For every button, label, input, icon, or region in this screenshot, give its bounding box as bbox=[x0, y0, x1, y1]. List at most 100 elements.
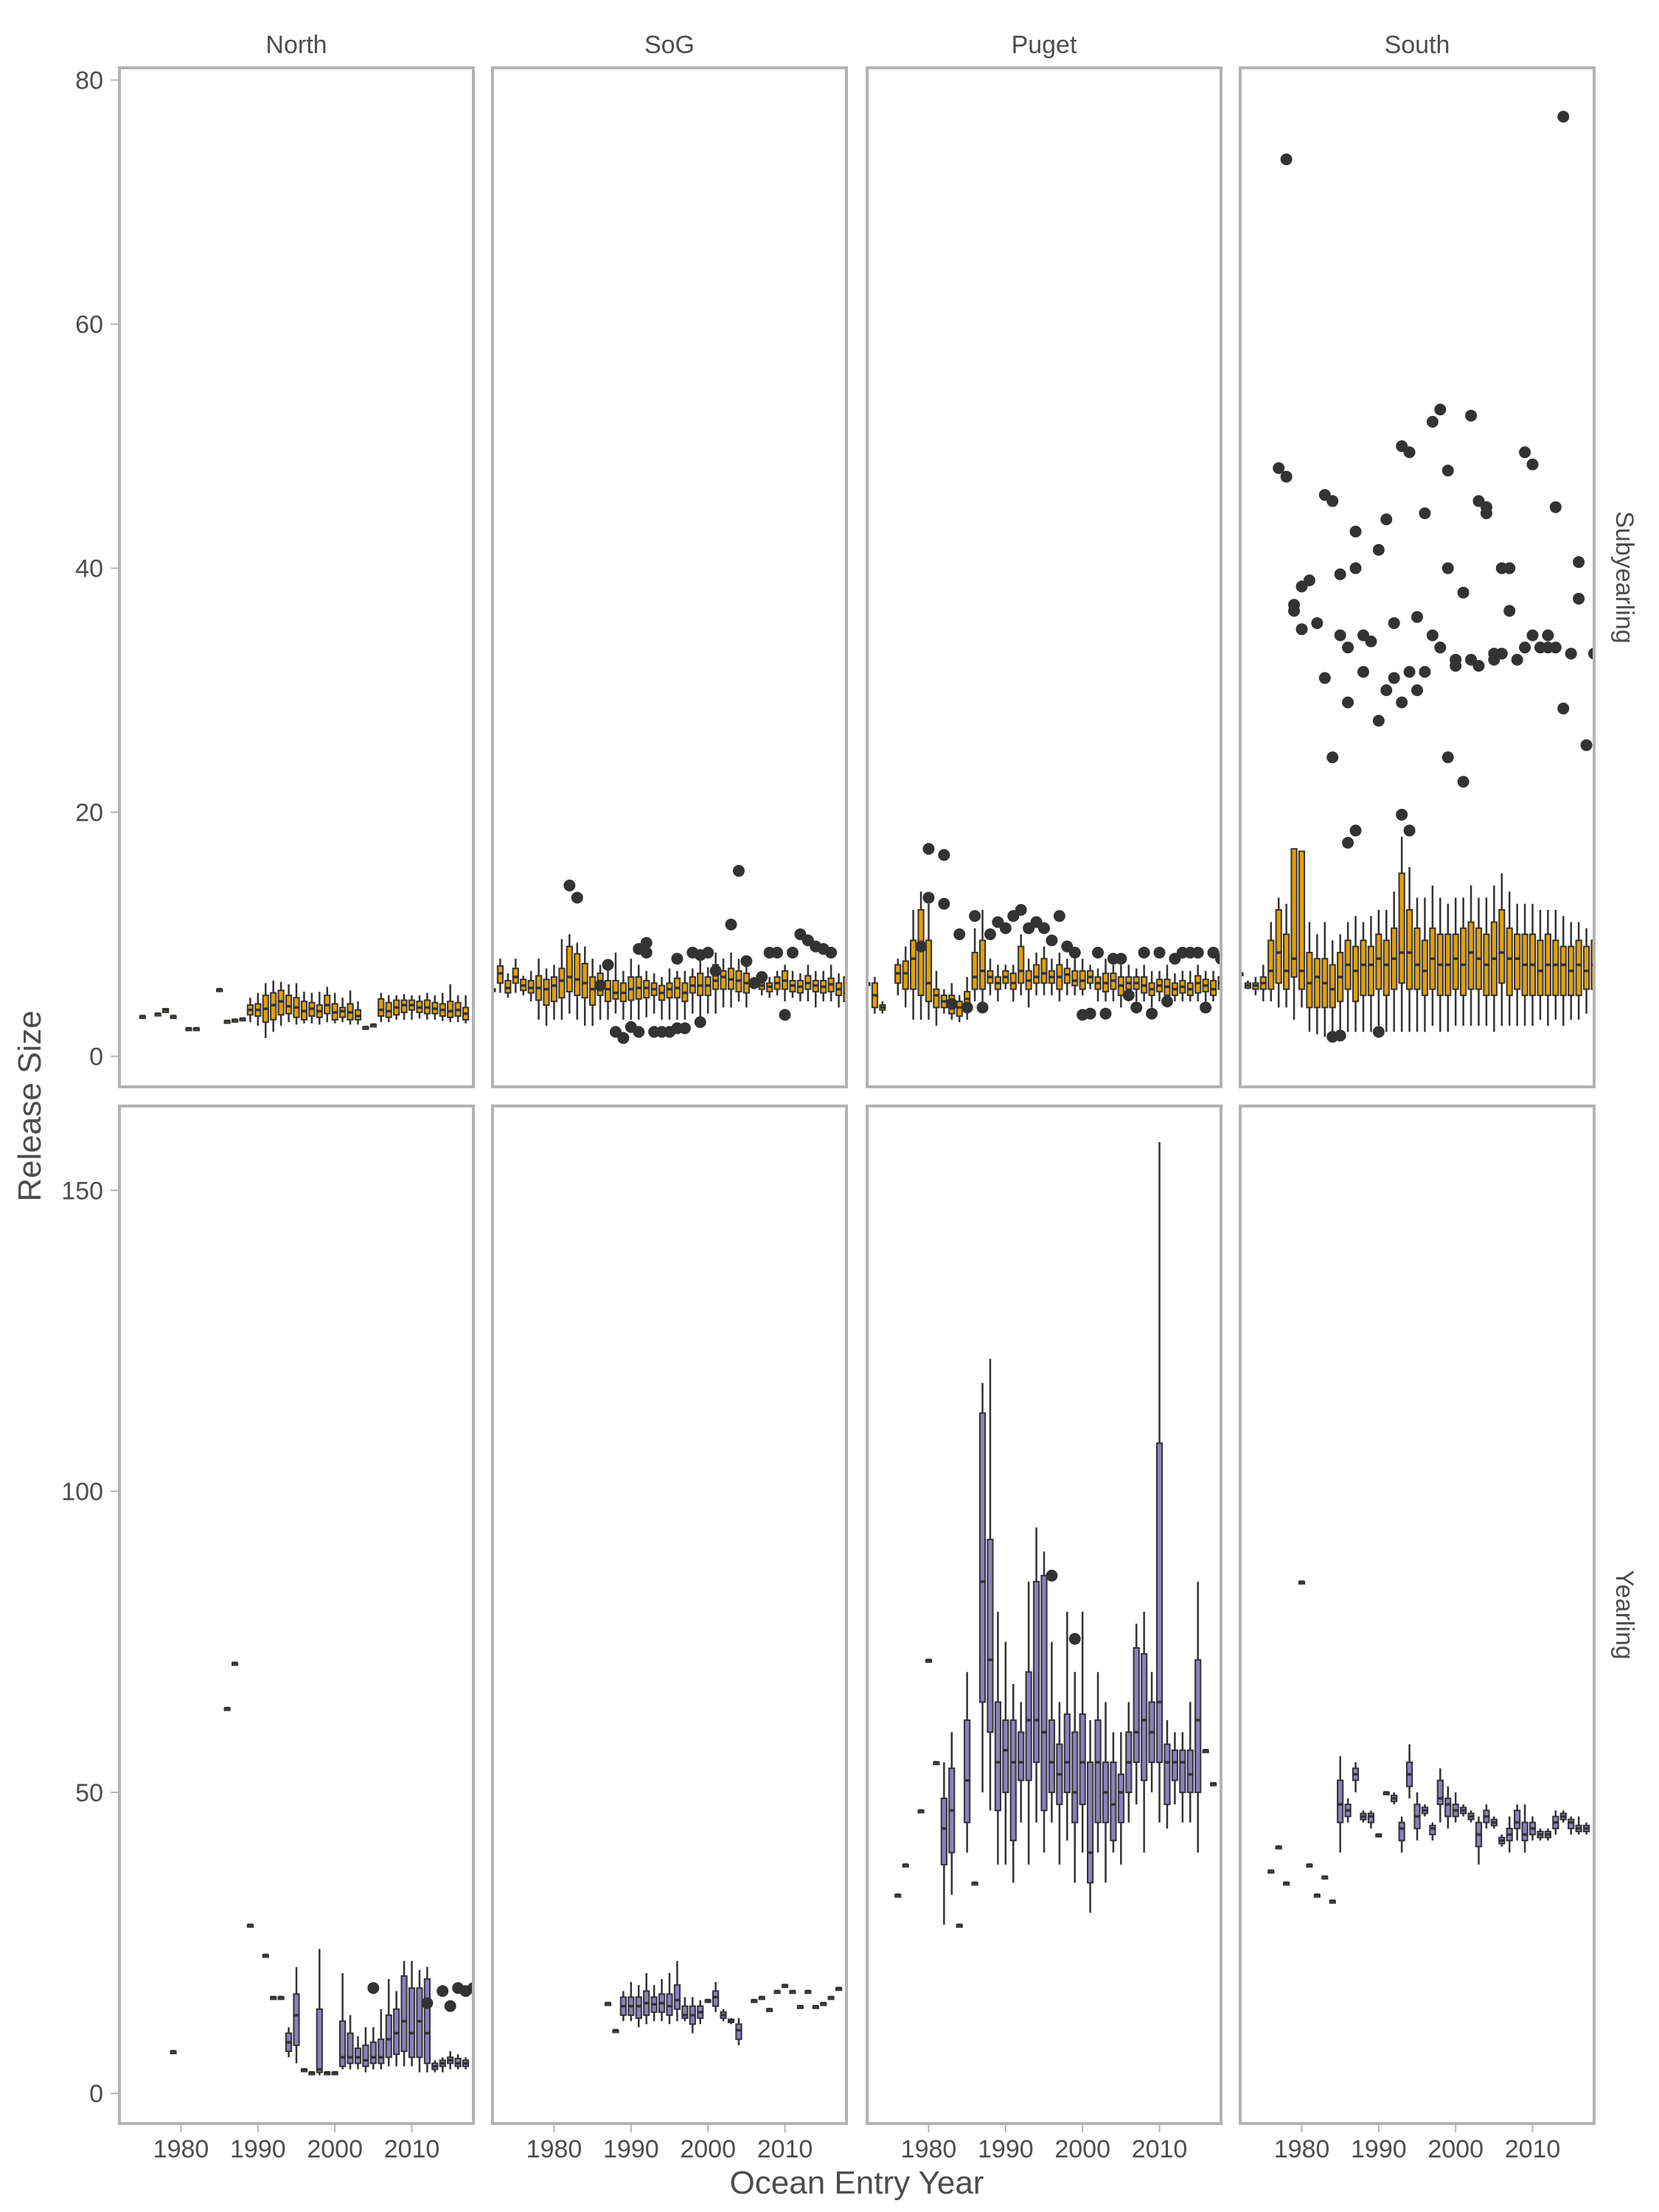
box-2014 bbox=[1186, 1749, 1194, 1793]
box-2002 bbox=[347, 2032, 354, 2065]
box-1978 bbox=[1283, 933, 1290, 990]
outlier-point bbox=[1015, 904, 1027, 917]
column-strip-label-north: North bbox=[265, 31, 327, 59]
outlier-point bbox=[563, 879, 576, 891]
box-1989 bbox=[1367, 1812, 1374, 1823]
box-1994 bbox=[1032, 964, 1040, 984]
outlier-point bbox=[1457, 586, 1470, 599]
outlier-point bbox=[915, 940, 928, 953]
outlier-point bbox=[1334, 629, 1346, 641]
outlier-point bbox=[1372, 543, 1385, 556]
panel-marks bbox=[170, 1661, 473, 2076]
outlier-point bbox=[1411, 684, 1423, 697]
box-1999 bbox=[1071, 970, 1079, 987]
y-tick-label: 20 bbox=[75, 799, 103, 827]
x-tick-label: 2000 bbox=[1054, 2135, 1110, 2163]
box-2005 bbox=[369, 2041, 377, 2065]
outlier-point bbox=[922, 843, 935, 855]
outlier-point bbox=[1365, 635, 1377, 647]
box-1983 bbox=[574, 953, 581, 996]
outlier-point bbox=[633, 1026, 645, 1038]
outlier-point bbox=[1115, 953, 1127, 965]
box-1981 bbox=[558, 967, 566, 999]
outlier-point bbox=[1068, 1632, 1081, 1645]
box-1991 bbox=[1009, 1719, 1017, 1842]
outlier-point bbox=[1372, 714, 1385, 727]
outlier-point bbox=[732, 865, 745, 877]
box-2008 bbox=[1514, 1809, 1521, 1829]
outlier-point bbox=[1295, 623, 1308, 636]
box-2001 bbox=[712, 964, 720, 990]
x-axis-title: Ocean Entry Year bbox=[730, 2165, 984, 2201]
y-tick-label: 50 bbox=[75, 1779, 103, 1807]
box-1988 bbox=[987, 1538, 994, 1733]
panel-marks bbox=[139, 981, 470, 1038]
outlier-point bbox=[1573, 556, 1585, 568]
outlier-point bbox=[1053, 910, 1065, 922]
outlier-point bbox=[1557, 111, 1570, 123]
outlier-point bbox=[1503, 605, 1516, 617]
outlier-point bbox=[1495, 647, 1508, 660]
outlier-point bbox=[1349, 525, 1362, 538]
outlier-point bbox=[594, 979, 607, 992]
panel-marks bbox=[867, 843, 1221, 1026]
outlier-point bbox=[1380, 513, 1393, 526]
strip-labels: Subyearling North SoG Puget South Yearling bbox=[265, 31, 1638, 1660]
outlier-point bbox=[1342, 641, 1354, 654]
box-1984 bbox=[581, 962, 588, 999]
x-tick-label: 1980 bbox=[153, 2135, 209, 2163]
x-tick-label: 1980 bbox=[526, 2135, 582, 2163]
outlier-point bbox=[1326, 751, 1339, 764]
outlier-point bbox=[678, 1022, 691, 1034]
box-2009 bbox=[400, 1975, 408, 2053]
box-2004 bbox=[362, 2044, 369, 2067]
outlier-point bbox=[1130, 1001, 1143, 1014]
outlier-point bbox=[1161, 995, 1173, 1008]
box-1980 bbox=[925, 939, 933, 1003]
outlier-point bbox=[938, 849, 950, 861]
x-tick-label: 2010 bbox=[1132, 2135, 1188, 2163]
outlier-point bbox=[1303, 574, 1315, 587]
x-tick-label: 2010 bbox=[384, 2135, 440, 2163]
outlier-point bbox=[922, 891, 935, 904]
box-1993 bbox=[1025, 1671, 1032, 1781]
outlier-point bbox=[961, 1001, 973, 1014]
box-2001 bbox=[339, 2020, 347, 2067]
outlier-point bbox=[953, 928, 966, 941]
outlier-point bbox=[771, 946, 784, 959]
outlier-point bbox=[1280, 153, 1293, 166]
outlier-point bbox=[1526, 458, 1539, 470]
outlier-point bbox=[1519, 446, 1531, 459]
outlier-point bbox=[1288, 599, 1301, 611]
x-tick-label: 2010 bbox=[1505, 2135, 1561, 2163]
panel-marks bbox=[1267, 1580, 1590, 1904]
box-1978 bbox=[910, 939, 917, 990]
box-1987 bbox=[978, 1412, 987, 1703]
x-tick-label: 1990 bbox=[1351, 2135, 1407, 2163]
row-strip-label-subyearling: Subyearling bbox=[1610, 511, 1638, 644]
x-tick-label: 1980 bbox=[1274, 2135, 1330, 2163]
outlier-point bbox=[1342, 696, 1354, 709]
panel-border bbox=[1239, 1105, 1596, 2125]
panel-sog-subyearling bbox=[491, 66, 848, 1088]
outlier-point bbox=[779, 1009, 791, 1021]
box-1998 bbox=[316, 2008, 323, 2073]
y-tick-label: 0 bbox=[89, 1043, 103, 1071]
box-2010 bbox=[1155, 1442, 1164, 1764]
box-2003 bbox=[354, 2047, 362, 2065]
outlier-point bbox=[1046, 1569, 1058, 1582]
x-tick-label: 1990 bbox=[978, 2135, 1034, 2163]
box-1998 bbox=[1436, 1779, 1444, 1806]
panel-north-subyearling bbox=[118, 66, 475, 1088]
outlier-point bbox=[640, 936, 653, 949]
outlier-point bbox=[1549, 501, 1562, 513]
outlier-point bbox=[367, 1982, 380, 1994]
outlier-point bbox=[671, 953, 684, 965]
outlier-point bbox=[1434, 403, 1447, 416]
outlier-point bbox=[1092, 946, 1105, 959]
box-2001 bbox=[712, 1990, 720, 2007]
outlier-point bbox=[421, 1997, 434, 2009]
outlier-point bbox=[1334, 568, 1346, 580]
box-2005 bbox=[1117, 1773, 1124, 1823]
box-1989 bbox=[994, 1701, 1001, 1812]
